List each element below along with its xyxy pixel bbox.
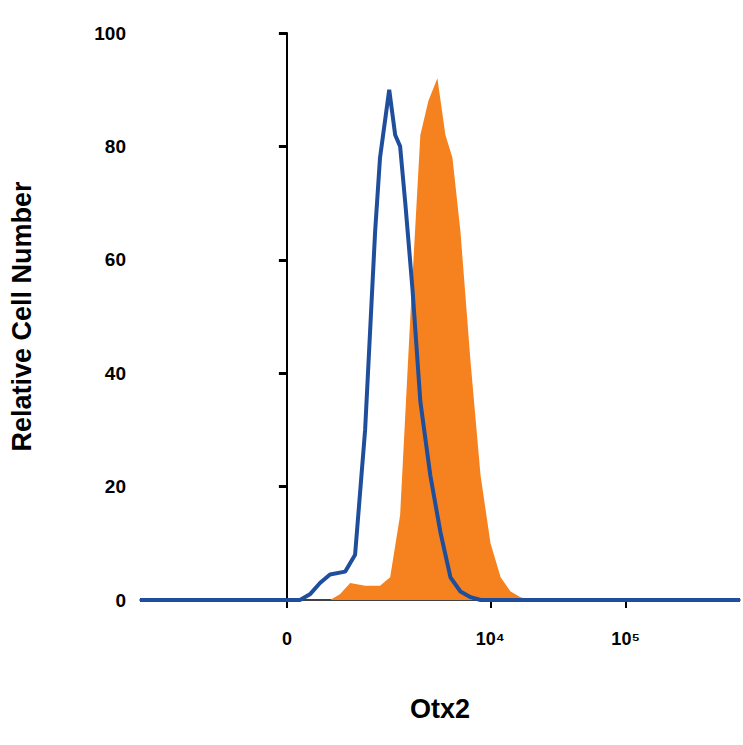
svg-text:40: 40	[105, 363, 126, 384]
svg-text:Relative Cell Number: Relative Cell Number	[7, 181, 37, 452]
svg-text:60: 60	[105, 249, 126, 270]
svg-text:100: 100	[94, 23, 126, 44]
svg-text:0: 0	[115, 590, 126, 611]
svg-text:10⁵: 10⁵	[611, 629, 639, 649]
svg-text:20: 20	[105, 476, 126, 497]
svg-text:0: 0	[282, 629, 292, 649]
svg-text:Otx2: Otx2	[410, 694, 470, 724]
svg-text:10⁴: 10⁴	[476, 629, 505, 649]
svg-text:80: 80	[105, 136, 126, 157]
